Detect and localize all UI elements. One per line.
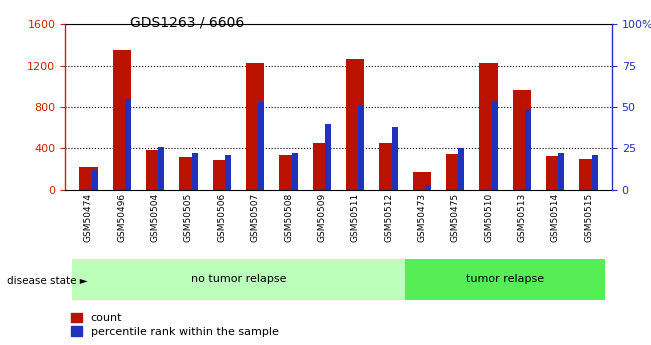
Text: disease state ►: disease state ►: [7, 276, 87, 286]
Bar: [125, 99, 131, 190]
Legend: count, percentile rank within the sample: count, percentile rank within the sample: [71, 313, 279, 337]
Text: GSM50508: GSM50508: [284, 193, 293, 243]
Bar: [458, 148, 464, 190]
Text: GSM50515: GSM50515: [584, 193, 593, 243]
Text: GSM50507: GSM50507: [251, 193, 260, 243]
Bar: [546, 156, 564, 190]
Bar: [392, 127, 398, 190]
Text: GSM50514: GSM50514: [551, 193, 560, 242]
Text: GSM50511: GSM50511: [351, 193, 360, 243]
Bar: [492, 102, 498, 190]
Text: GSM50496: GSM50496: [117, 193, 126, 242]
Bar: [79, 167, 98, 190]
Bar: [191, 153, 198, 190]
Text: GSM50510: GSM50510: [484, 193, 493, 243]
Bar: [479, 63, 498, 190]
Bar: [358, 105, 365, 190]
Bar: [525, 109, 531, 190]
Text: GSM50506: GSM50506: [217, 193, 227, 243]
Bar: [446, 154, 464, 190]
Bar: [559, 153, 564, 190]
Bar: [246, 63, 264, 190]
Text: GSM50512: GSM50512: [384, 193, 393, 242]
Text: tumor relapse: tumor relapse: [466, 275, 544, 284]
Text: GSM50505: GSM50505: [184, 193, 193, 243]
Bar: [258, 102, 264, 190]
Bar: [346, 59, 365, 190]
Text: GSM50509: GSM50509: [317, 193, 326, 243]
Bar: [158, 147, 164, 190]
Bar: [513, 90, 531, 190]
Bar: [146, 150, 164, 190]
Bar: [213, 160, 231, 190]
Bar: [92, 170, 98, 190]
Bar: [413, 171, 431, 190]
Text: GSM50513: GSM50513: [518, 193, 527, 243]
Bar: [292, 153, 298, 190]
Bar: [113, 50, 131, 190]
Bar: [279, 155, 298, 190]
Text: GSM50474: GSM50474: [84, 193, 93, 242]
FancyBboxPatch shape: [405, 259, 605, 300]
Bar: [425, 185, 431, 190]
Text: GDS1263 / 6606: GDS1263 / 6606: [130, 16, 244, 30]
Bar: [380, 143, 398, 190]
FancyBboxPatch shape: [72, 259, 405, 300]
Bar: [312, 143, 331, 190]
Text: GSM50504: GSM50504: [150, 193, 159, 242]
Bar: [179, 157, 198, 190]
Bar: [579, 159, 598, 190]
Text: no tumor relapse: no tumor relapse: [191, 275, 286, 284]
Bar: [225, 155, 231, 190]
Bar: [592, 155, 598, 190]
Text: GSM50473: GSM50473: [417, 193, 426, 242]
Text: GSM50475: GSM50475: [450, 193, 460, 242]
Bar: [325, 124, 331, 190]
